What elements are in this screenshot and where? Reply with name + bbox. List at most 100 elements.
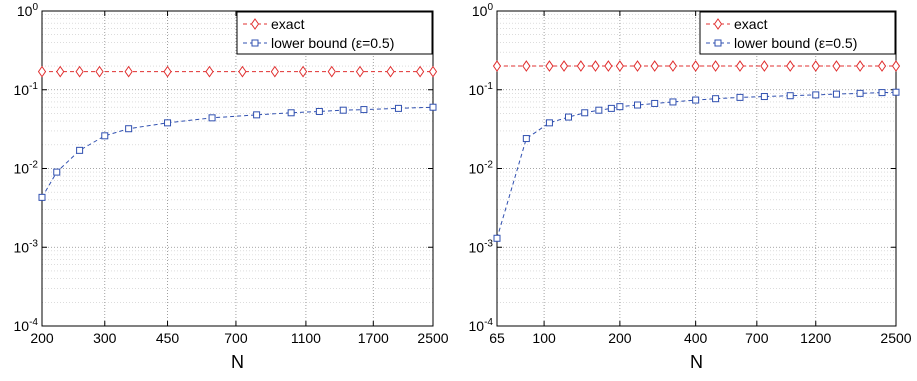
legend-label: exact xyxy=(271,16,305,32)
y-tick-label: 10-1 xyxy=(14,81,39,98)
diamond-point xyxy=(576,60,585,72)
square-point xyxy=(892,88,900,96)
series-line xyxy=(496,91,897,239)
y-tick-label: 10-1 xyxy=(469,81,494,98)
y-tick-base: 10 xyxy=(469,161,485,177)
legend-box xyxy=(236,11,433,55)
y-tick-label: 10-3 xyxy=(469,238,494,255)
series-lower-bound xyxy=(38,103,437,201)
y-tick-exponent: 0 xyxy=(32,2,38,13)
square-point xyxy=(760,93,768,101)
square-point xyxy=(651,99,659,107)
x-tick-label: 700 xyxy=(224,330,248,346)
y-tick-exponent: 0 xyxy=(487,2,493,13)
x-tick-label: 200 xyxy=(608,330,632,346)
y-tick-exponent: -3 xyxy=(29,238,38,249)
square-point xyxy=(125,125,133,133)
series-exact xyxy=(37,65,438,78)
square-point xyxy=(339,106,347,114)
legend-label: lower bound (ε=0.5) xyxy=(271,35,394,51)
legend-label: lower bound (ε=0.5) xyxy=(734,35,857,51)
legend-box xyxy=(699,11,896,55)
square-point xyxy=(360,106,368,114)
x-axis-label: N xyxy=(231,352,244,372)
square-point xyxy=(493,234,501,242)
diamond-point xyxy=(891,60,901,72)
y-tick-label: 10-3 xyxy=(14,238,39,255)
diamond-point xyxy=(615,60,624,72)
diamond-point xyxy=(855,60,865,72)
square-point xyxy=(669,98,677,106)
diamond-point xyxy=(522,60,531,72)
square-point xyxy=(545,119,553,127)
diamond-point xyxy=(355,65,365,78)
legend-marker xyxy=(251,39,259,47)
diamond-point xyxy=(492,60,502,72)
diamond-point xyxy=(735,60,745,72)
diamond-point xyxy=(650,60,659,72)
y-tick-label: 10-2 xyxy=(14,160,39,177)
diamond-point xyxy=(877,60,887,72)
x-tick-label: 100 xyxy=(532,330,556,346)
y-tick-base: 10 xyxy=(14,82,30,98)
legend: exact lower bound (ε=0.5) xyxy=(699,11,896,55)
diamond-point xyxy=(811,60,820,72)
square-point xyxy=(616,103,624,111)
x-tick-label: 700 xyxy=(745,330,769,346)
y-tick-exponent: -2 xyxy=(29,160,38,171)
x-tick-label: 65 xyxy=(489,330,505,346)
legend-label: exact xyxy=(734,16,768,32)
diamond-point xyxy=(428,65,438,78)
square-point xyxy=(53,168,61,176)
square-point xyxy=(581,109,589,117)
diamond-point xyxy=(760,60,769,72)
diamond-point xyxy=(298,65,308,78)
diamond-point xyxy=(163,65,172,78)
legend-marker xyxy=(714,39,722,47)
square-point xyxy=(607,104,615,112)
square-point xyxy=(736,93,744,101)
x-tick-label: 1200 xyxy=(800,330,831,346)
diamond-point xyxy=(124,65,133,78)
diamond-point xyxy=(238,65,247,78)
x-tick-label: 1100 xyxy=(291,330,321,346)
x-axis-label: N xyxy=(690,352,703,372)
legend-marker xyxy=(713,18,723,30)
x-tick-label: 200 xyxy=(30,330,54,346)
y-tick-exponent: -1 xyxy=(484,81,493,92)
series-lower-bound xyxy=(493,88,900,242)
square-point xyxy=(692,96,700,104)
square-point xyxy=(634,101,642,109)
diamond-point xyxy=(415,65,425,78)
diamond-point xyxy=(668,60,678,72)
y-tick-label: 10-2 xyxy=(469,160,494,177)
square-point xyxy=(76,146,84,154)
series-line xyxy=(41,106,434,198)
diamond-point xyxy=(711,60,720,72)
diamond-point xyxy=(691,60,700,72)
y-tick-base: 10 xyxy=(17,3,33,19)
square-point xyxy=(878,89,886,97)
x-tick-label: 2500 xyxy=(880,330,911,346)
diamond-point xyxy=(604,60,613,72)
diamond-point xyxy=(832,60,841,72)
diamond-point xyxy=(559,60,569,72)
y-tick-base: 10 xyxy=(14,318,30,334)
square-point xyxy=(429,103,437,111)
diamond-point xyxy=(327,65,336,78)
diamond-point xyxy=(786,60,795,72)
square-point xyxy=(812,91,820,99)
y-tick-base: 10 xyxy=(14,161,30,177)
square-point xyxy=(595,106,603,114)
square-point xyxy=(522,135,530,143)
square-point xyxy=(208,114,216,122)
y-tick-exponent: -4 xyxy=(484,317,493,328)
diamond-point xyxy=(633,60,642,72)
square-point xyxy=(101,132,109,140)
x-tick-label: 2500 xyxy=(417,330,448,346)
y-tick-label: 10-4 xyxy=(469,317,494,334)
y-tick-base: 10 xyxy=(472,3,488,19)
y-tick-label: 100 xyxy=(472,2,494,19)
x-tick-label: 450 xyxy=(156,330,180,346)
